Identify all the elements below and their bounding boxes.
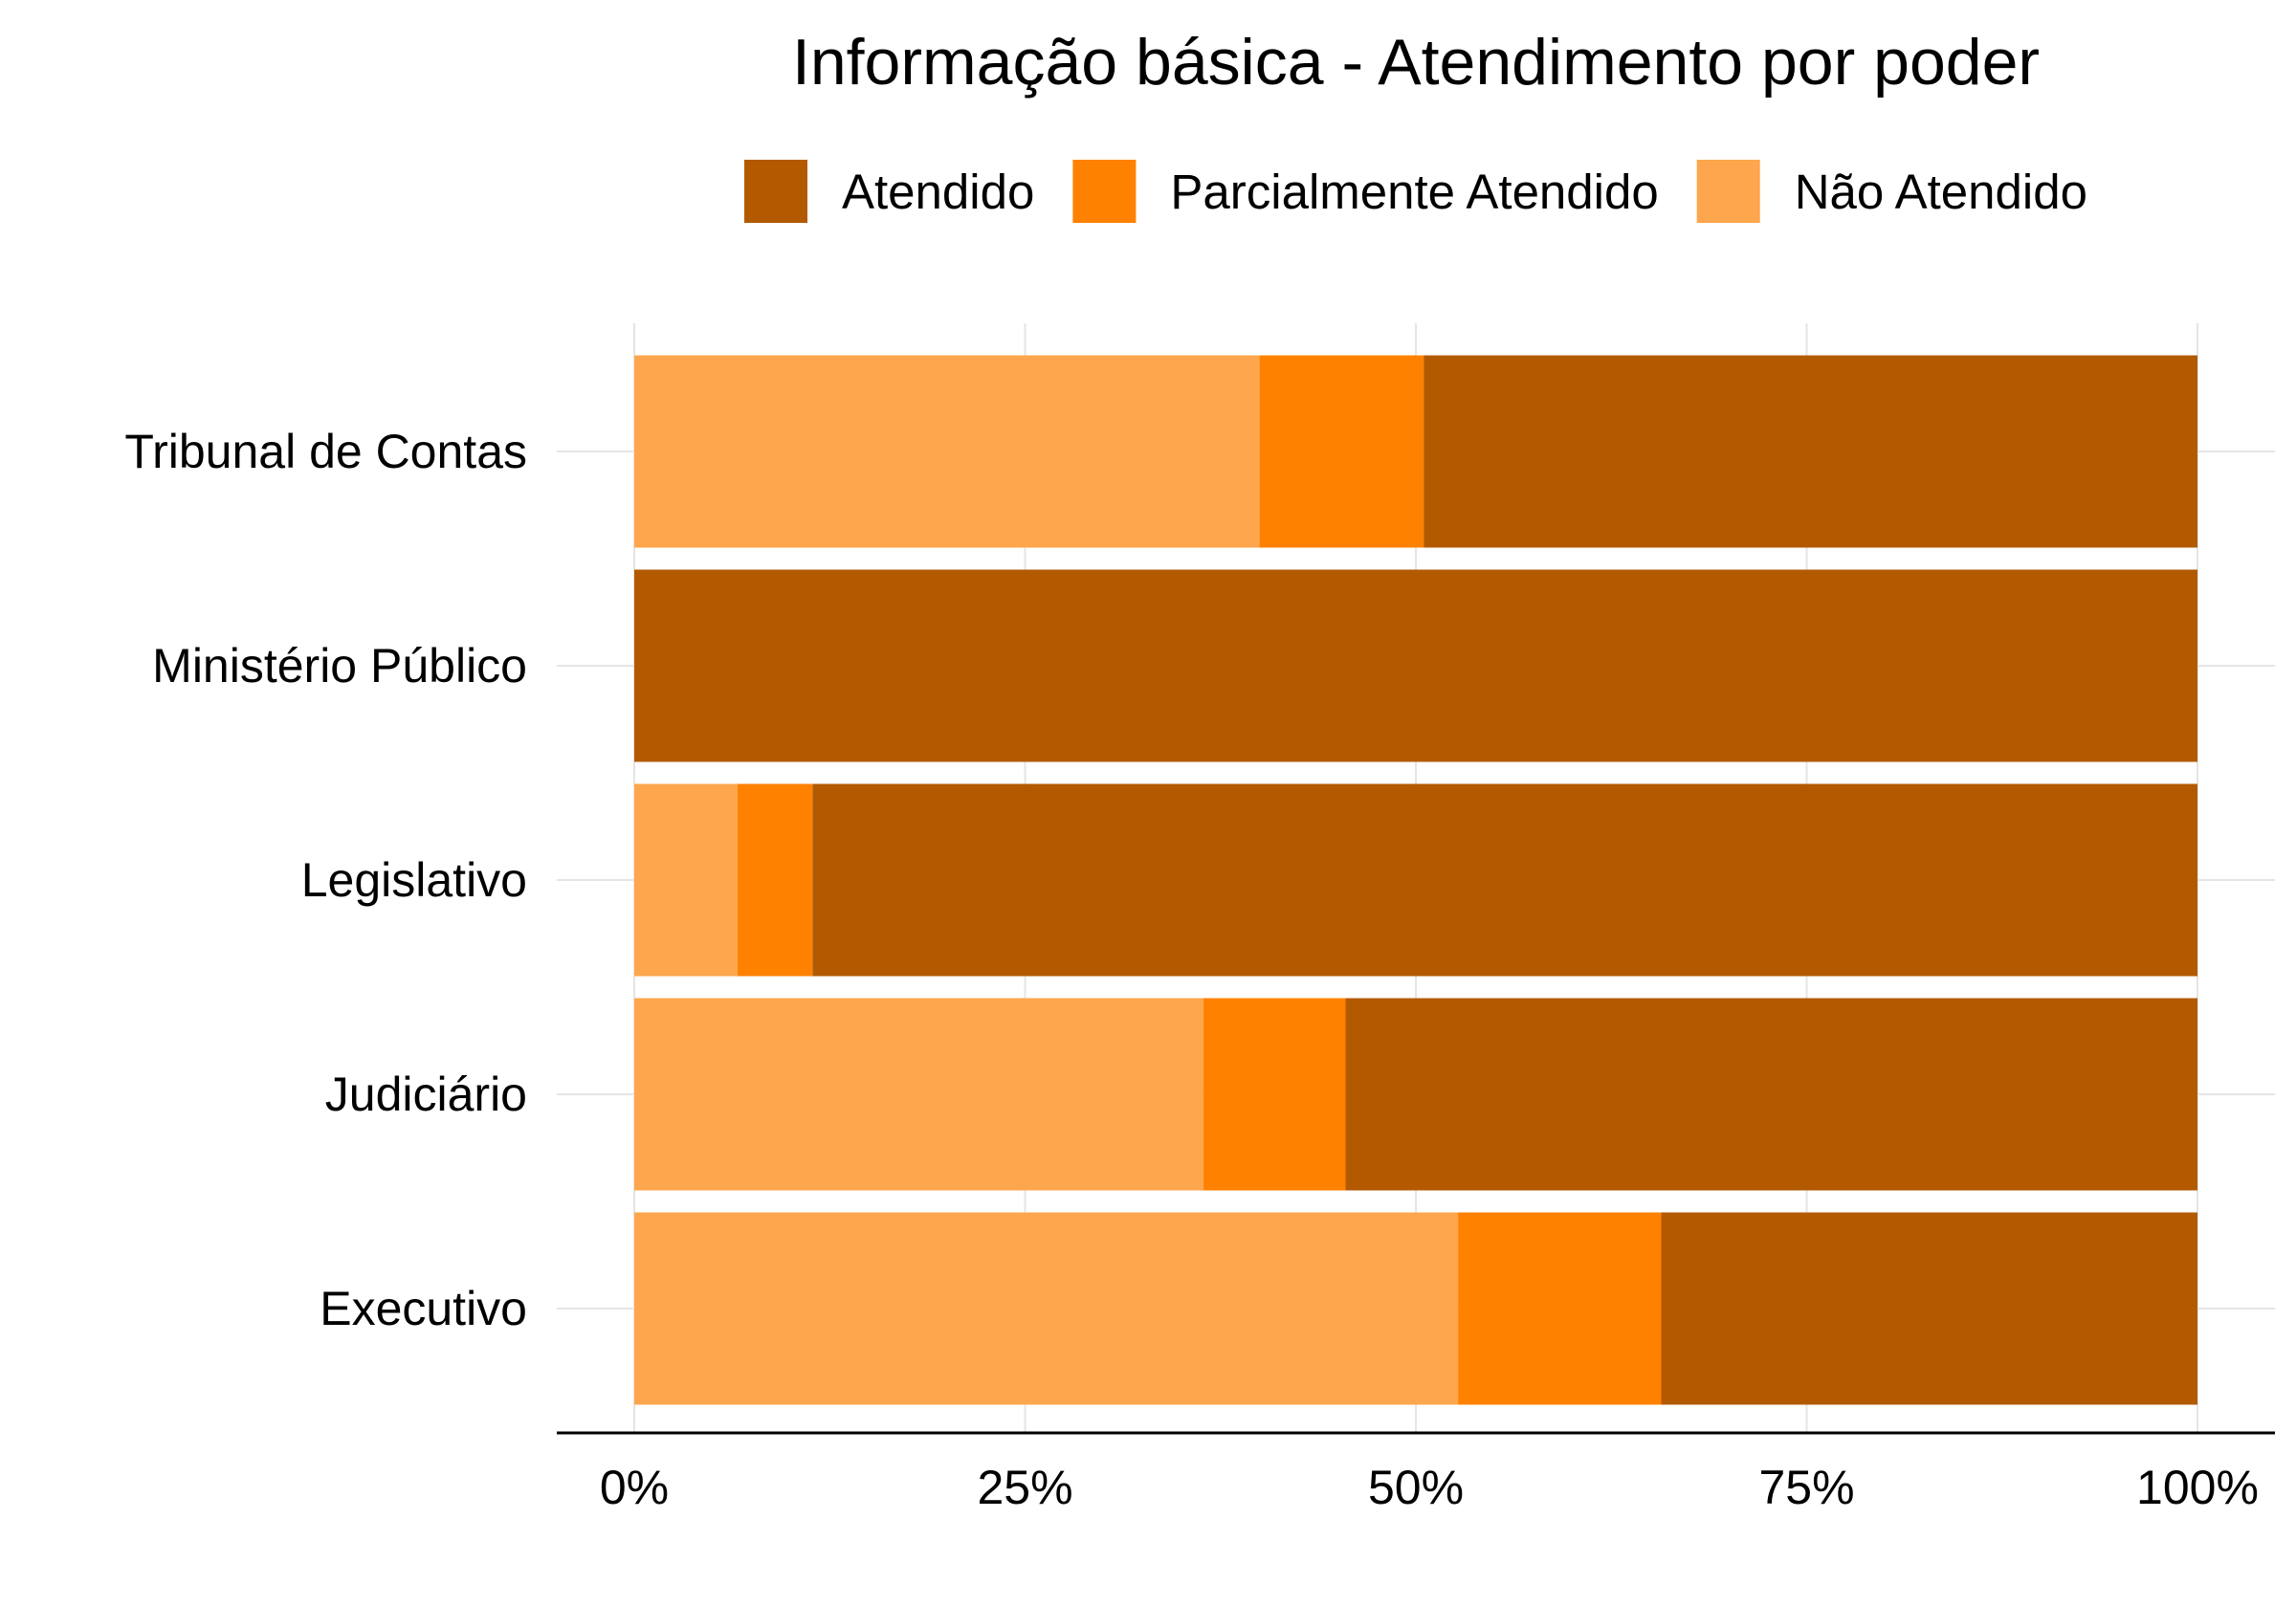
y-axis-category-labels: Tribunal de Contas Ministério Público Legi… [124, 425, 527, 1335]
legend-key-parcialmente-atendido [1072, 160, 1137, 223]
legend-label-parcialmente-atendido: Parcialmente Atendido [1170, 165, 1658, 219]
bar-tribunal-de-contas-parcialmente-atendido [1259, 355, 1424, 548]
category-label-legislativo: Legislativo [301, 853, 527, 907]
bar-judiciario-nao-atendido [634, 998, 1203, 1191]
chart-title: Informação básica - Atendimento por pode… [792, 26, 2040, 99]
category-label-tribunal-de-contas: Tribunal de Contas [124, 425, 527, 478]
bar-executivo-atendido [1661, 1212, 2197, 1405]
x-tick-label-0: 0% [600, 1461, 669, 1514]
bar-legislativo-nao-atendido [634, 783, 738, 977]
bar-judiciario-parcialmente-atendido [1203, 998, 1346, 1191]
x-axis-tick-labels: 0% 25% 50% 75% 100% [600, 1461, 2259, 1514]
bar-legislativo-atendido [812, 783, 2197, 977]
x-tick-label-1: 25% [977, 1461, 1072, 1514]
bars [634, 355, 2197, 1405]
legend-label-atendido: Atendido [842, 165, 1034, 219]
category-label-ministerio-publico: Ministério Público [152, 639, 527, 693]
bar-tribunal-de-contas-atendido [1424, 355, 2197, 548]
bar-legislativo-parcialmente-atendido [737, 783, 813, 977]
x-tick-label-2: 50% [1368, 1461, 1464, 1514]
category-label-executivo: Executivo [320, 1282, 527, 1335]
category-label-judiciario: Judiciário [325, 1068, 527, 1121]
legend-key-atendido [744, 160, 807, 223]
bar-executivo-nao-atendido [634, 1212, 1459, 1405]
legend-label-nao-atendido: Não Atendido [1795, 165, 2087, 219]
bar-executivo-parcialmente-atendido [1458, 1212, 1662, 1405]
legend-key-nao-atendido [1696, 160, 1760, 223]
bar-judiciario-atendido [1345, 998, 2197, 1191]
x-tick-label-3: 75% [1758, 1461, 1854, 1514]
x-tick-label-4: 100% [2136, 1461, 2259, 1514]
legend: Atendido Parcialmente Atendido Não Atendid… [744, 160, 2087, 223]
bar-tribunal-de-contas-nao-atendido [634, 355, 1260, 548]
bar-ministerio-publico-atendido [634, 569, 2197, 762]
